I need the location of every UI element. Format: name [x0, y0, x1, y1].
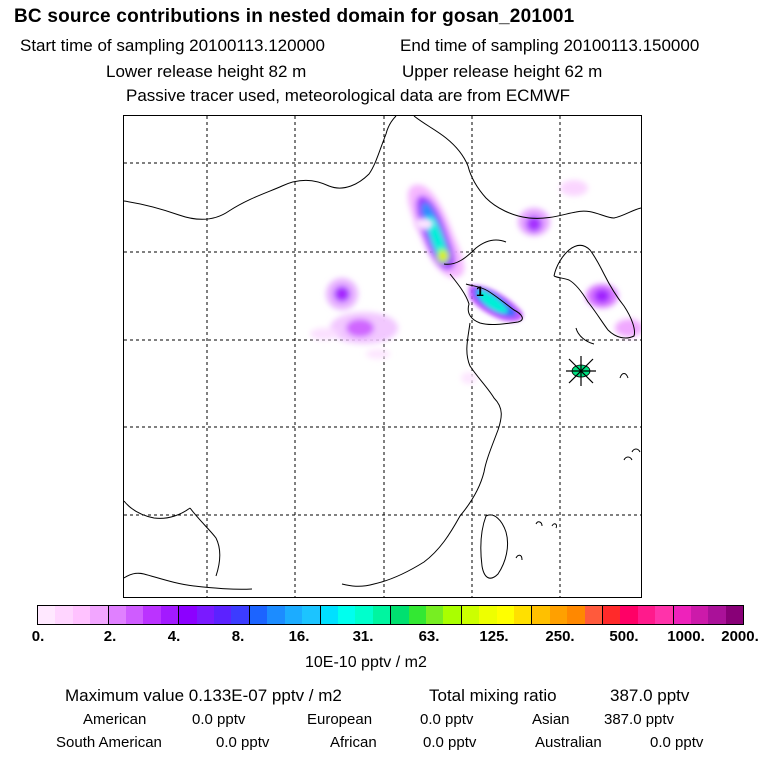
colorbar-cell — [513, 606, 533, 624]
colorbar-cell — [372, 606, 392, 624]
tick-label: 125. — [479, 628, 509, 645]
plume-label-1: 1 — [476, 283, 484, 299]
african-label: African — [330, 734, 377, 751]
colorbar-cell — [231, 606, 250, 624]
tick-label: 8. — [231, 628, 245, 645]
end-time-label: End time of sampling 20100113.150000 — [400, 36, 700, 55]
max-value-label: Maximum value 0.133E-07 pptv / m2 — [65, 686, 342, 705]
colorbar-cell — [179, 606, 197, 624]
asian-value: 387.0 pptv — [604, 711, 675, 728]
european-value: 0.0 pptv — [420, 711, 474, 728]
colorbar-cell — [196, 606, 215, 624]
american-value: 0.0 pptv — [192, 711, 246, 728]
colorbar-cell — [479, 606, 497, 624]
start-time-label: Start time of sampling 20100113.120000 — [20, 36, 325, 55]
plume-shandong — [469, 285, 523, 322]
colorbar-cell — [249, 606, 268, 624]
colorbar-cell — [302, 606, 321, 624]
upper-release-label: Upper release height 62 m — [402, 62, 603, 81]
colorbar — [37, 605, 744, 625]
map-panel: 1 — [123, 115, 642, 598]
colorbar-units: 10E-10 pptv / m2 — [305, 654, 427, 671]
coastlines — [124, 116, 641, 590]
european-label: European — [307, 711, 373, 728]
colorbar-cell — [443, 606, 462, 624]
tick-label: 0. — [31, 628, 45, 645]
south-american-label: South American — [56, 734, 162, 751]
colorbar-cell — [567, 606, 585, 624]
colorbar-cell — [425, 606, 444, 624]
colorbar-cell — [603, 606, 621, 624]
colorbar-cell — [708, 606, 726, 624]
colorbar-cell — [637, 606, 656, 624]
african-value: 0.0 pptv — [423, 734, 477, 751]
colorbar-cell — [355, 606, 373, 624]
colorbar-cell — [725, 606, 744, 624]
colorbar-cell — [72, 606, 91, 624]
tracer-note: Passive tracer used, meteorological data… — [126, 86, 571, 105]
tick-label: 2000. — [721, 628, 759, 645]
colorbar-cell — [320, 606, 338, 624]
colorbar-cell — [126, 606, 144, 624]
tick-label: 16. — [288, 628, 310, 645]
plume-beijing — [407, 184, 465, 278]
tick-label: 2. — [103, 628, 117, 645]
colorbar-cell — [673, 606, 692, 624]
colorbar-cell — [90, 606, 109, 624]
colorbar-cell — [461, 606, 480, 624]
page-title: BC source contributions in nested domain… — [14, 6, 575, 27]
tick-label: 63. — [418, 628, 440, 645]
concentration-plumes — [310, 180, 641, 384]
receptor-star-icon — [566, 356, 596, 386]
tick-label: 31. — [352, 628, 374, 645]
south-american-value: 0.0 pptv — [216, 734, 270, 751]
colorbar-cell — [337, 606, 356, 624]
colorbar-cell — [160, 606, 180, 624]
colorbar-cell — [143, 606, 161, 624]
colorbar-cell — [691, 606, 709, 624]
colorbar-cell — [108, 606, 127, 624]
asian-label: Asian — [532, 711, 570, 728]
tick-label: 1000. — [667, 628, 705, 645]
colorbar-cell — [620, 606, 638, 624]
tick-label: 250. — [545, 628, 575, 645]
australian-label: Australian — [535, 734, 602, 751]
colorbar-cell — [55, 606, 73, 624]
australian-value: 0.0 pptv — [650, 734, 704, 751]
colorbar-cell — [267, 606, 285, 624]
colorbar-cell — [38, 606, 56, 624]
american-label: American — [83, 711, 147, 728]
tick-label: 500. — [609, 628, 639, 645]
total-mixing-value: 387.0 pptv — [610, 686, 690, 705]
colorbar-cell — [584, 606, 603, 624]
colorbar-cell — [214, 606, 232, 624]
colorbar-cell — [532, 606, 550, 624]
lower-release-label: Lower release height 82 m — [106, 62, 307, 81]
colorbar-cell — [549, 606, 568, 624]
colorbar-cell — [391, 606, 409, 624]
colorbar-cell — [496, 606, 514, 624]
total-mixing-label: Total mixing ratio — [429, 686, 557, 705]
tick-label: 4. — [167, 628, 181, 645]
colorbar-cell — [655, 606, 674, 624]
colorbar-cell — [284, 606, 303, 624]
colorbar-cell — [408, 606, 426, 624]
